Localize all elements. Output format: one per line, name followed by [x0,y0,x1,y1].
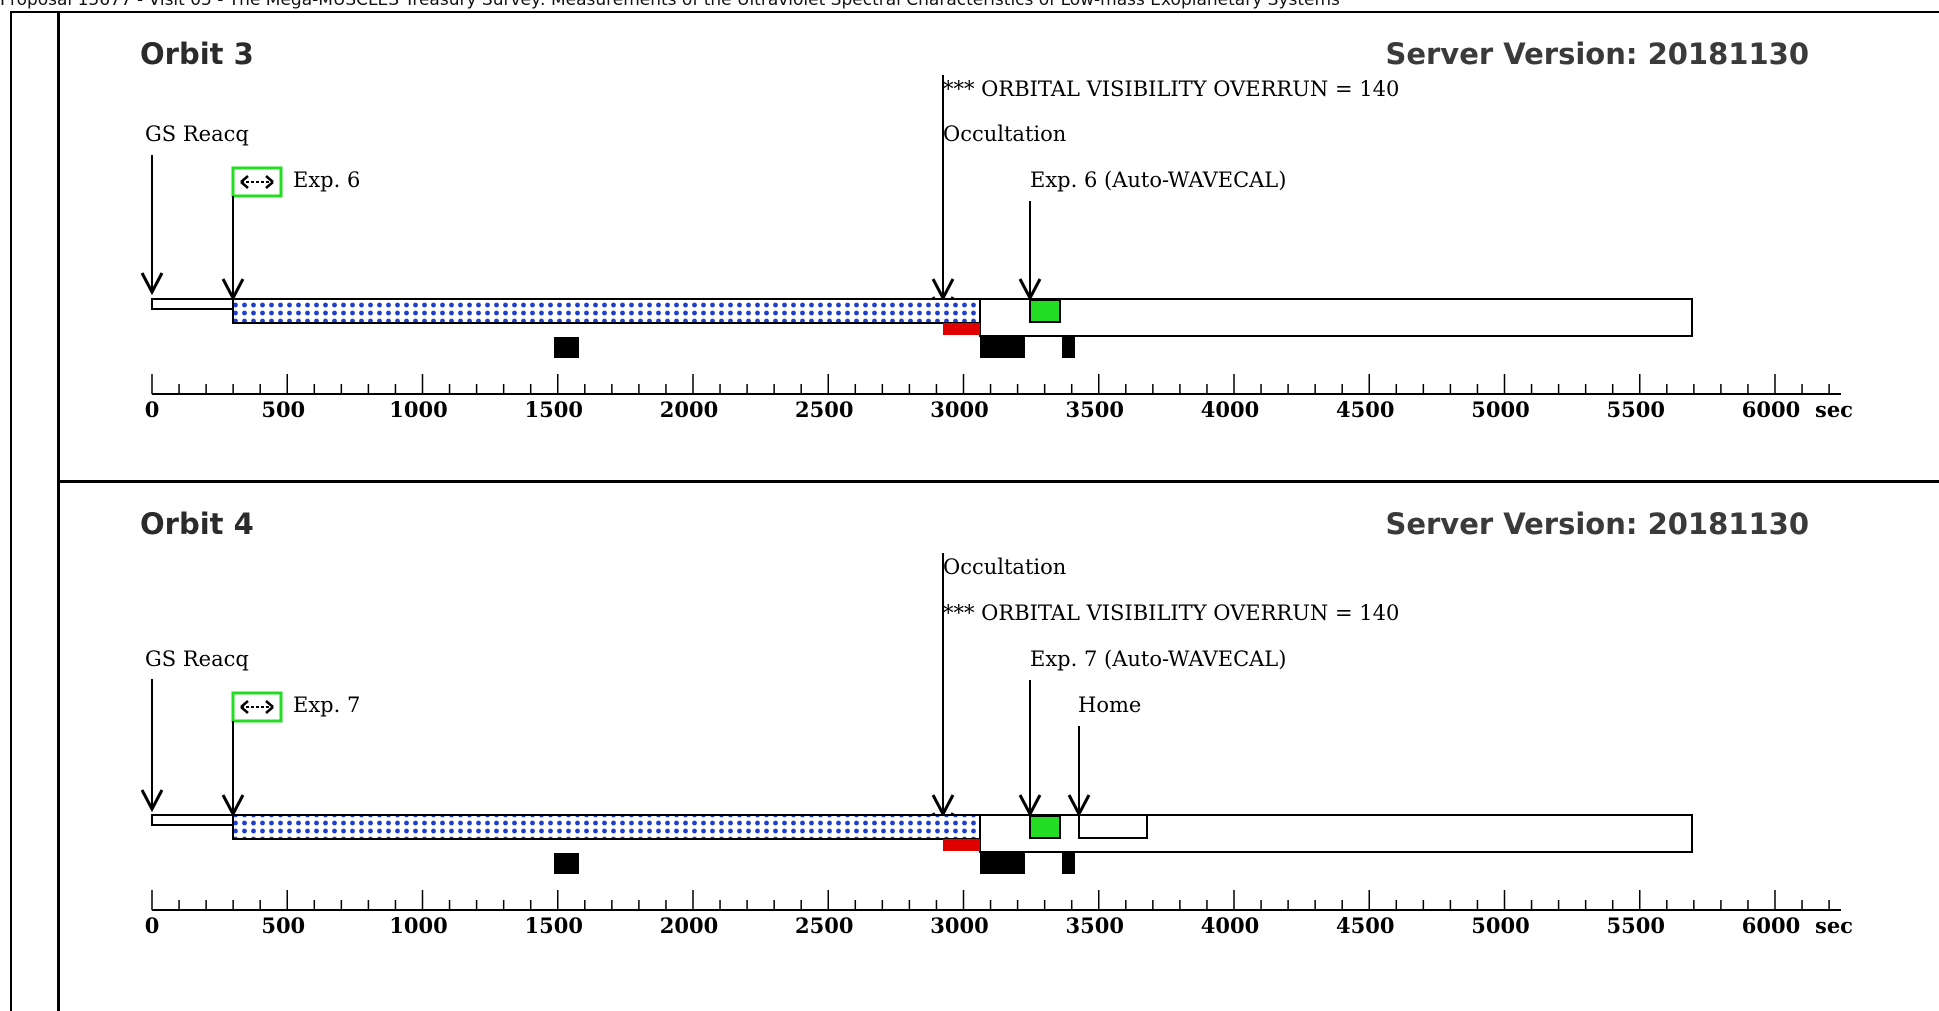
axis-tick-label: 1500 [525,397,583,422]
proposal-header-text: Proposal 15677 - Visit 05 - The Mega-MUS… [0,0,1340,10]
axis-tick-label: 3000 [930,913,988,938]
overrun-bar [943,839,980,851]
exposure-start-marker [221,196,245,302]
panel-separator [60,480,1939,483]
orbit-3-timeline: *** ORBITAL VISIBILITY OVERRUN = 140 Occ… [140,75,1853,422]
orbit-4-timeline: Occultation *** ORBITAL VISIBILITY OVERR… [140,553,1853,938]
axis-tick-label: 4000 [1201,397,1259,422]
axis-tick-label: 1500 [525,913,583,938]
home-label: Home [1078,693,1141,717]
axis-tick-label: 3000 [930,397,988,422]
event-block [980,337,1025,358]
axis-tick-label: 5500 [1607,913,1665,938]
occultation-marker [931,553,955,836]
exposure-bar [232,814,981,840]
wavecal-box [1029,299,1061,323]
orbit-3-panel: Orbit 3 Server Version: 20181130 *** ORB… [60,13,1939,480]
exposure-arrows-icon [231,691,283,723]
orbit-window-bar [979,298,1693,337]
axis-tick-label: 1000 [389,397,447,422]
axis-tick-label: 4500 [1336,913,1394,938]
axis-tick-label: 4500 [1336,397,1394,422]
orbit-4-panel: Orbit 4 Server Version: 20181130 Occulta… [60,483,1939,1004]
page-frame [10,11,1939,1011]
overrun-label: *** ORBITAL VISIBILITY OVERRUN = 140 [943,601,1399,625]
axis-tick-label: 2000 [660,397,718,422]
overrun-bar [943,323,980,335]
axis-tick-label: 6000 [1742,397,1800,422]
axis-tick-label: 3500 [1066,913,1124,938]
axis-tick-label: 5500 [1607,397,1665,422]
axis-tick-label: 0 [145,913,160,938]
overrun-label: *** ORBITAL VISIBILITY OVERRUN = 140 [943,77,1399,101]
orbit-title: Orbit 4 [140,507,254,541]
axis-tick-label: 500 [261,913,305,938]
event-block [554,337,579,358]
exposure-label: Exp. 6 [293,168,360,192]
event-block [1062,853,1075,874]
axis-tick-label: 500 [261,397,305,422]
exposure-start-marker [221,721,245,818]
axis-tick-label: 5000 [1471,397,1529,422]
event-block [980,853,1025,874]
time-axis: 0 500 1000 1500 2000 2500 3000 3500 4000 4500 5000… [145,374,1853,422]
axis-tick-label: 0 [145,397,160,422]
axis-tick-label: 4000 [1201,913,1259,938]
axis-unit-label: sec [1815,397,1853,422]
wavecal-box [1029,815,1061,839]
axis-tick-label: 1000 [389,913,447,938]
page-header: Proposal 15677 - Visit 05 - The Mega-MUS… [0,0,1939,11]
wavecal-marker [1018,680,1042,818]
event-block [1062,337,1075,358]
time-axis: 0 500 1000 1500 2000 2500 3000 3500 4000 4500 5000… [145,890,1853,938]
gs-reacq-label: GS Reacq [145,122,249,146]
axis-tick-label: 2500 [795,913,853,938]
gs-reacq-label: GS Reacq [145,647,249,671]
wavecal-label: Exp. 6 (Auto-WAVECAL) [1030,168,1286,192]
axis-tick-label: 6000 [1742,913,1800,938]
exposure-arrows-icon [231,166,283,198]
gs-reacq-bar [151,814,234,826]
axis-tick-label: 2500 [795,397,853,422]
occultation-marker [931,75,955,320]
axis-tick-label: 5000 [1471,913,1529,938]
event-block [554,853,579,874]
server-version: Server Version: 20181130 [1385,507,1809,541]
frame-divider [57,11,60,1011]
axis-tick-label: 2000 [660,913,718,938]
exposure-label: Exp. 7 [293,693,360,717]
gs-reacq-marker [140,679,164,813]
home-marker [1067,726,1091,818]
wavecal-marker [1018,201,1042,302]
gs-reacq-bar [151,298,234,310]
exposure-bar [232,298,981,324]
occultation-label: Occultation [943,555,1066,579]
wavecal-label: Exp. 7 (Auto-WAVECAL) [1030,647,1286,671]
axis-tick-label: 3500 [1066,397,1124,422]
orbit-title: Orbit 3 [140,37,254,71]
axis-unit-label: sec [1815,913,1853,938]
occultation-label: Occultation [943,122,1066,146]
server-version: Server Version: 20181130 [1385,37,1809,71]
home-bar [1078,814,1148,839]
gs-reacq-marker [140,155,164,296]
